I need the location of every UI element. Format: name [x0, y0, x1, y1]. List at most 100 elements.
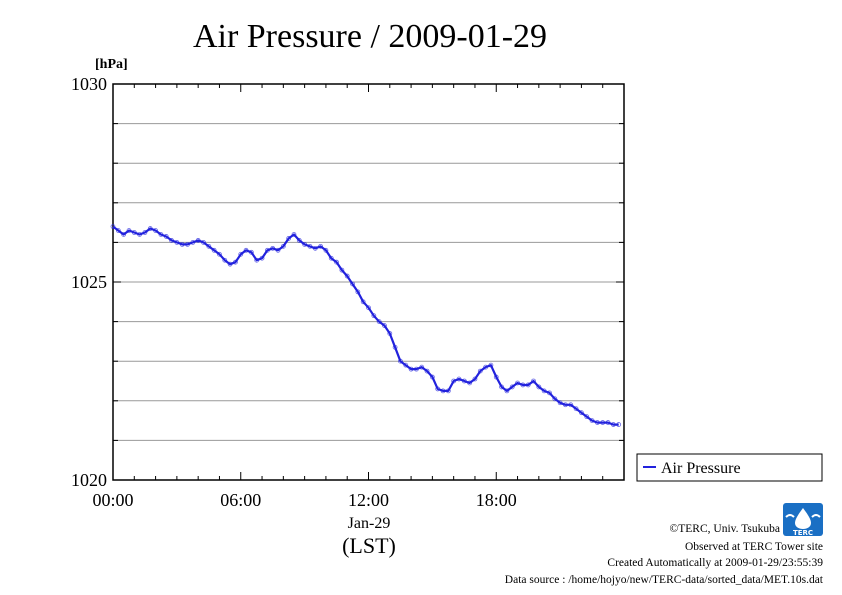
data-point — [461, 378, 467, 384]
chart-title: Air Pressure / 2009-01-29 — [193, 18, 547, 55]
x-tick-label: 18:00 — [476, 490, 517, 510]
data-point — [328, 255, 334, 261]
water-drop-icon — [795, 508, 811, 529]
data-point — [137, 232, 143, 237]
data-point — [227, 261, 233, 267]
data-point — [392, 344, 398, 350]
data-point — [142, 230, 148, 235]
y-tick-label: 1025 — [71, 272, 107, 292]
data-point — [286, 236, 292, 241]
data-point — [445, 388, 451, 394]
data-point — [547, 390, 552, 396]
data-point — [616, 422, 622, 427]
x-axis-unit-label: (LST) — [342, 533, 396, 558]
data-point — [600, 420, 606, 425]
legend-box — [636, 453, 823, 482]
data-point — [440, 388, 446, 394]
data-point — [573, 406, 579, 412]
series-line — [112, 225, 619, 426]
data-point — [110, 224, 116, 229]
y-tick-label: 1030 — [71, 74, 107, 94]
data-point — [589, 418, 595, 424]
y-axis-unit: [hPa] — [95, 57, 128, 72]
data-point — [264, 247, 270, 253]
credit-observed: Observed at TERC Tower site — [685, 541, 823, 553]
data-point — [552, 396, 558, 402]
data-point — [408, 366, 414, 372]
data-point — [610, 422, 616, 427]
data-point — [296, 238, 302, 243]
data-point — [153, 228, 158, 233]
data-point — [525, 382, 531, 388]
y-tick-label: 1020 — [71, 470, 107, 490]
data-point — [536, 384, 542, 390]
data-point — [398, 358, 403, 364]
data-point — [126, 228, 132, 233]
data-point — [424, 368, 430, 374]
data-point — [147, 226, 153, 231]
x-tick-label: 00:00 — [92, 490, 133, 510]
data-point — [456, 376, 462, 382]
data-point — [366, 305, 371, 311]
data-point — [233, 259, 238, 265]
data-point — [414, 366, 419, 372]
legend-label: Air Pressure — [661, 460, 741, 477]
data-point — [323, 247, 329, 253]
data-point — [387, 331, 393, 336]
data-point — [238, 251, 244, 257]
data-point — [302, 241, 308, 247]
terc-logo: TERC — [783, 503, 823, 537]
data-point — [467, 380, 473, 386]
series-air-pressure — [110, 224, 622, 427]
x-axis: 00:00 06:00 12:00 18:00 — [92, 84, 625, 510]
credit-created: Created Automatically at 2009-01-29/23:5… — [607, 557, 823, 569]
data-point — [499, 384, 504, 390]
data-point — [270, 245, 276, 251]
data-point — [312, 245, 318, 251]
data-point — [190, 239, 196, 245]
data-point — [419, 364, 425, 370]
data-point — [121, 232, 127, 237]
data-point — [334, 259, 339, 265]
data-point — [158, 232, 164, 237]
data-point — [520, 382, 526, 388]
legend: Air Pressure — [636, 453, 823, 482]
y-axis: 1030 1025 1020 — [71, 74, 624, 490]
data-point — [131, 230, 137, 235]
data-point — [248, 249, 254, 255]
data-point — [195, 238, 201, 243]
credit-source: Data source : /home/hojyo/new/TERC-data/… — [505, 574, 824, 586]
data-point — [280, 243, 286, 249]
data-point — [360, 299, 366, 305]
data-point — [493, 374, 499, 380]
data-point — [169, 238, 174, 243]
x-axis-date-label: Jan-29 — [348, 515, 391, 532]
data-point — [339, 267, 345, 273]
data-point — [515, 380, 520, 386]
data-point — [206, 243, 212, 249]
data-point — [163, 234, 169, 239]
data-point — [179, 241, 185, 247]
data-point — [307, 243, 313, 249]
data-point — [531, 378, 536, 384]
data-point — [376, 319, 382, 325]
data-point — [222, 257, 228, 263]
data-point — [557, 400, 563, 406]
data-point — [403, 362, 409, 368]
x-tick-label: 12:00 — [348, 490, 389, 510]
wave-icon — [785, 514, 821, 518]
logo-text: TERC — [793, 529, 813, 537]
data-point — [504, 388, 510, 394]
data-point — [291, 232, 297, 237]
data-point — [568, 402, 574, 408]
data-point — [429, 374, 435, 380]
x-tick-label: 06:00 — [220, 490, 261, 510]
data-point — [115, 228, 121, 233]
data-point — [201, 239, 206, 245]
data-point — [382, 323, 387, 328]
data-point — [509, 384, 515, 390]
data-point — [217, 251, 222, 257]
data-point — [211, 247, 217, 253]
data-point — [350, 281, 355, 287]
data-point — [488, 362, 494, 368]
